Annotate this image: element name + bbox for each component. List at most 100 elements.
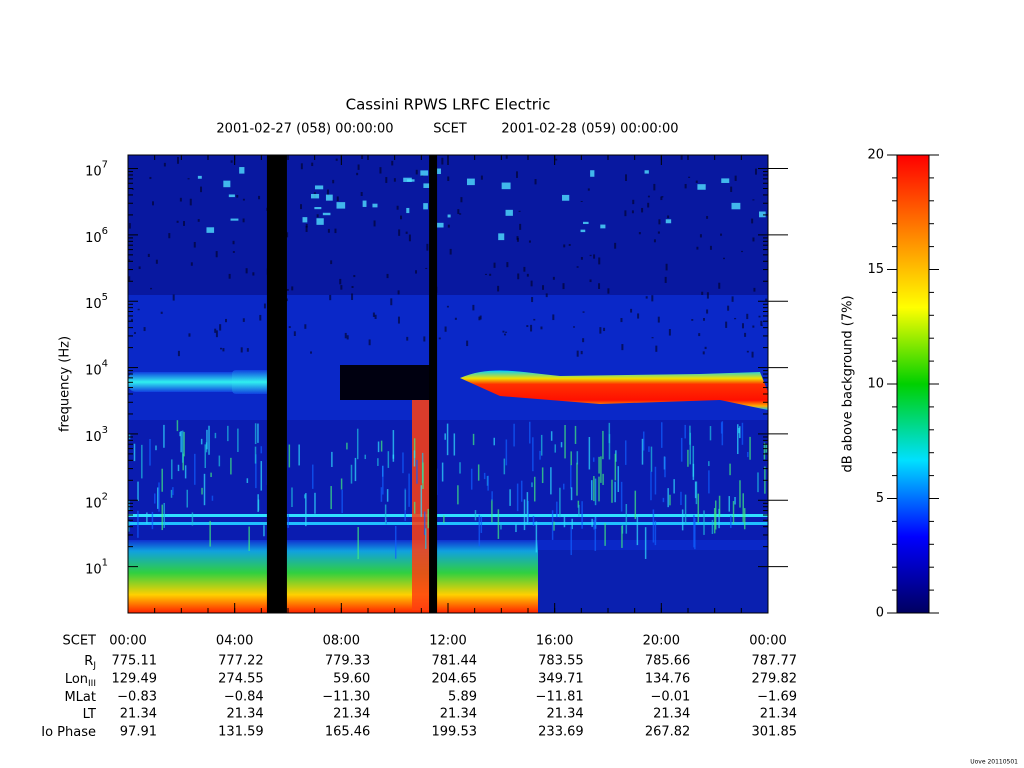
texture-speckle: [397, 290, 400, 295]
texture-speckle: [667, 215, 670, 219]
texture-streak: [709, 426, 712, 441]
texture-speckle: [426, 243, 429, 251]
texture-streak: [191, 512, 194, 526]
colorbar-tick-label: 20: [867, 148, 884, 163]
ephemeris-value: 134.76: [645, 672, 691, 687]
spectrogram-dark: [340, 365, 430, 400]
texture-streak: [598, 476, 600, 502]
y-tick-base: 10: [85, 230, 102, 245]
texture-speckle: [580, 256, 583, 260]
texture-blob: [644, 170, 649, 174]
texture-speckle: [334, 228, 337, 234]
texture-speckle: [704, 346, 707, 350]
texture-streak: [413, 438, 416, 458]
ephemeris-row-label: LT: [83, 707, 96, 722]
colorbar-tick-label: 0: [876, 606, 884, 621]
texture-streak: [743, 508, 746, 530]
texture-streak: [732, 501, 735, 524]
texture-blob: [498, 233, 505, 241]
texture-speckle: [138, 266, 141, 270]
texture-streak: [554, 444, 556, 453]
ephemeris-value: 165.46: [325, 725, 371, 740]
texture-streak: [734, 496, 736, 505]
texture-streak: [570, 487, 573, 501]
ephemeris-row-label: MLat: [64, 690, 96, 705]
texture-speckle: [734, 317, 737, 320]
texture-speckle: [727, 305, 730, 311]
texture-streak: [386, 489, 389, 502]
texture-speckle: [304, 324, 307, 329]
texture-speckle: [493, 262, 496, 268]
texture-streak: [593, 519, 595, 530]
texture-speckle: [128, 276, 131, 282]
texture-speckle: [215, 251, 218, 258]
texture-streak: [157, 487, 159, 509]
texture-speckle: [447, 224, 450, 228]
texture-speckle: [400, 215, 403, 220]
texture-streak: [594, 517, 597, 551]
texture-speckle: [259, 314, 262, 321]
texture-streak: [453, 433, 456, 456]
texture-blob: [447, 214, 451, 218]
texture-streak: [648, 446, 650, 452]
texture-streak: [687, 449, 689, 467]
texture-speckle: [242, 318, 245, 322]
texture-streak: [532, 437, 534, 472]
texture-streak: [149, 438, 151, 466]
texture-speckle: [530, 280, 533, 287]
texture-streak: [184, 465, 187, 479]
texture-speckle: [660, 196, 663, 201]
texture-streak: [423, 511, 426, 536]
texture-streak: [255, 454, 257, 489]
texture-streak: [570, 451, 572, 466]
texture-streak: [684, 424, 686, 439]
texture-speckle: [168, 233, 171, 239]
texture-speckle: [460, 197, 463, 203]
texture-speckle: [523, 266, 526, 272]
texture-streak: [161, 504, 164, 531]
texture-streak: [515, 524, 517, 533]
ephemeris-value: 233.69: [538, 725, 584, 740]
ephemeris-value: 783.55: [538, 654, 584, 669]
texture-streak: [625, 504, 628, 534]
texture-blob: [697, 184, 706, 190]
texture-speckle: [149, 176, 152, 180]
texture-blob: [590, 170, 595, 177]
texture-streak: [420, 485, 423, 517]
texture-speckle: [286, 288, 289, 291]
texture-streak: [652, 509, 655, 543]
texture-speckle: [406, 336, 409, 341]
texture-speckle: [373, 220, 376, 227]
texture-streak: [211, 495, 214, 501]
texture-streak: [288, 444, 291, 468]
texture-streak: [559, 487, 561, 518]
texture-streak: [535, 521, 538, 553]
texture-streak: [550, 467, 552, 495]
texture-streak: [692, 463, 695, 480]
texture-speckle: [245, 268, 248, 274]
texture-streak: [291, 487, 293, 507]
texture-streak: [689, 432, 692, 465]
texture-speckle: [263, 303, 266, 309]
texture-speckle: [357, 164, 360, 170]
texture-speckle: [665, 263, 668, 271]
texture-streak: [470, 468, 473, 490]
texture-streak: [128, 500, 130, 511]
texture-streak: [218, 455, 221, 467]
texture-blob: [665, 219, 672, 224]
texture-speckle: [438, 337, 441, 340]
texture-streak: [571, 518, 573, 530]
texture-streak: [483, 472, 486, 480]
texture-streak: [624, 440, 627, 465]
texture-streak: [176, 420, 179, 432]
texture-speckle: [390, 298, 393, 306]
texture-streak: [413, 450, 416, 467]
texture-blob: [223, 180, 231, 188]
texture-speckle: [182, 221, 185, 226]
texture-streak: [356, 428, 359, 460]
ephemeris-name: Lon: [65, 672, 88, 687]
texture-speckle: [188, 333, 191, 337]
texture-speckle: [397, 316, 400, 324]
texture-speckle: [519, 223, 522, 230]
chart-title: Cassini RPWS LRFC Electric: [346, 96, 551, 114]
